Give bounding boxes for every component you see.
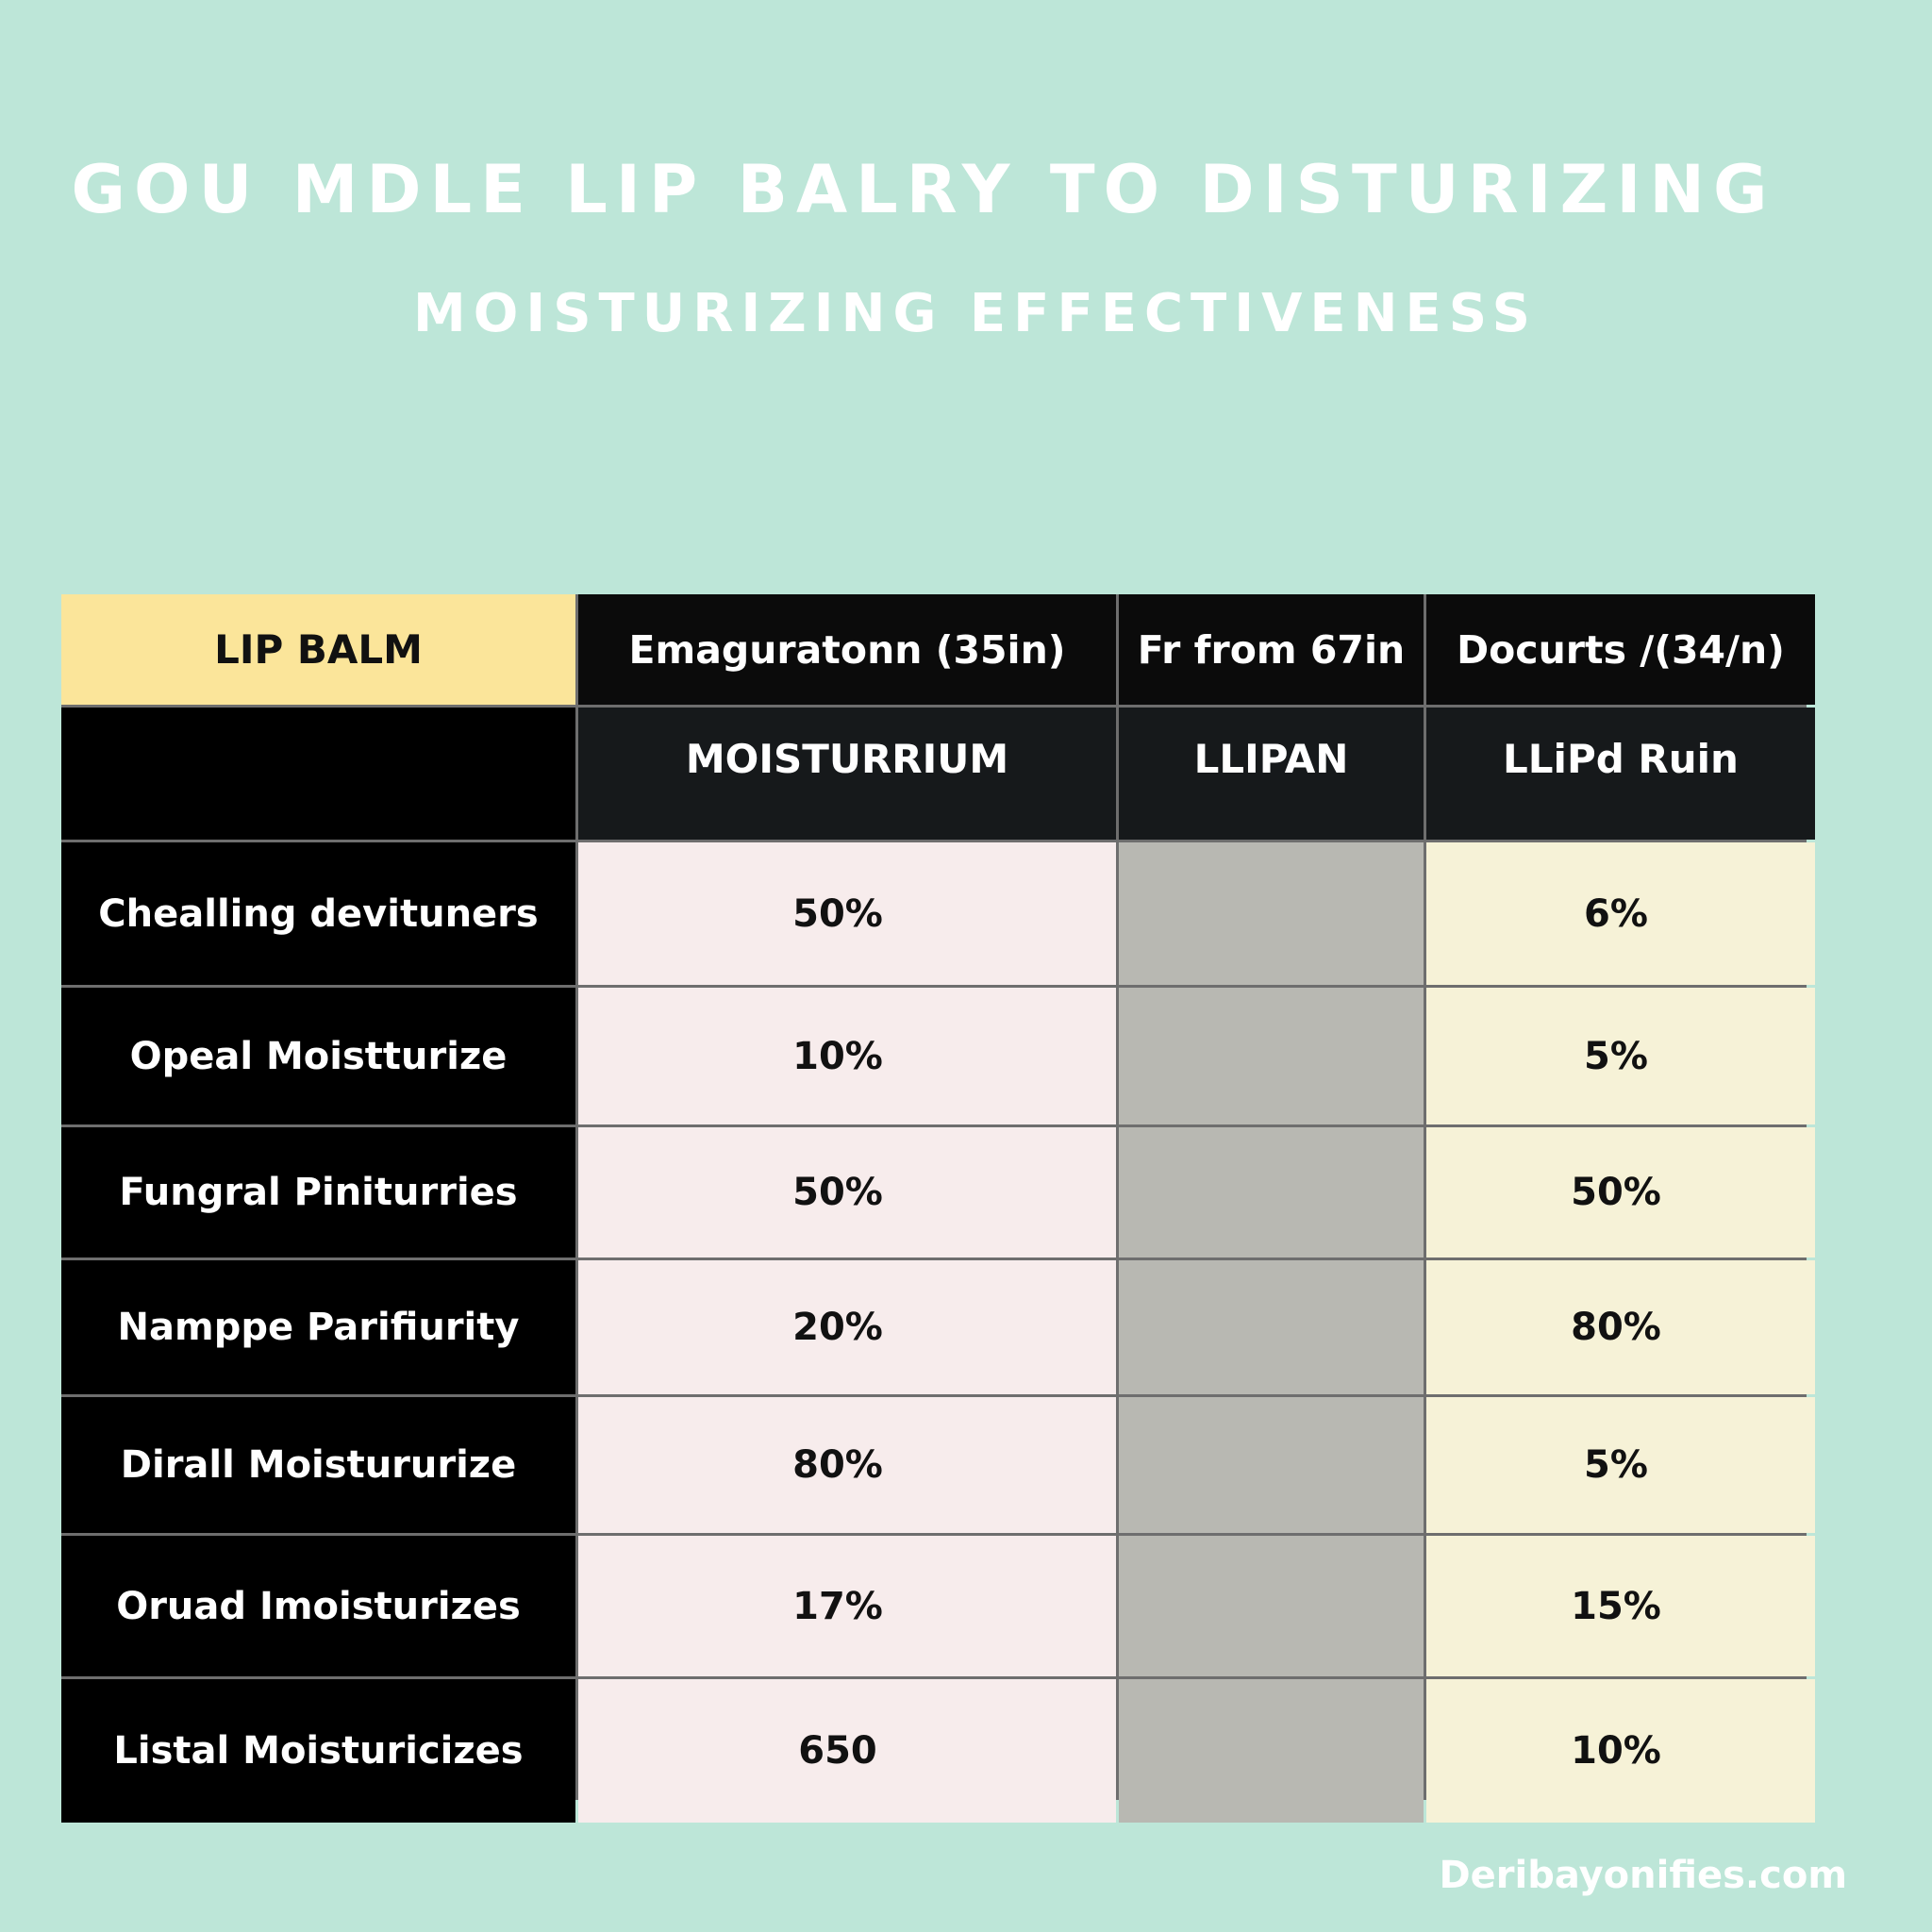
table-cell bbox=[1119, 988, 1424, 1124]
column-subheader-2: LLIPAN bbox=[1119, 708, 1424, 840]
table-cell: 80% bbox=[578, 1397, 1116, 1533]
column-header-1: Emaguratonn (35in) bbox=[578, 594, 1116, 705]
row-label: Oruad Imoisturizes bbox=[61, 1536, 575, 1676]
table-cell bbox=[1119, 842, 1424, 985]
table-cell: 5% bbox=[1426, 1397, 1815, 1533]
row-label: Listal Moisturicizes bbox=[61, 1679, 575, 1823]
table-cell: 20% bbox=[578, 1260, 1116, 1394]
subheader-blank bbox=[61, 708, 575, 840]
footer-website: Deribayonifies.com bbox=[1439, 1854, 1847, 1897]
table-cell: 15% bbox=[1426, 1536, 1815, 1676]
column-subheader-3: LLiPd Ruin bbox=[1426, 708, 1815, 840]
page-subtitle: MOISTURIZING EFFECTIVENESS bbox=[413, 283, 1538, 344]
table-cell: 6% bbox=[1426, 842, 1815, 985]
table-cell bbox=[1119, 1679, 1424, 1823]
row-label: Dirall Moistururiz​e bbox=[61, 1397, 575, 1533]
table-cell bbox=[1119, 1260, 1424, 1394]
column-subheader-1: MOISTURRIUM bbox=[578, 708, 1116, 840]
table-cell bbox=[1119, 1127, 1424, 1257]
table-cell: 50% bbox=[578, 842, 1116, 985]
page-title: GOU MDLE LIP BALRY TO DISTURIZING bbox=[71, 151, 1776, 228]
table-corner-header: LIP BALM bbox=[61, 594, 575, 705]
table-cell: 10% bbox=[578, 988, 1116, 1124]
table-cell: 17% bbox=[578, 1536, 1116, 1676]
row-label: Opeal Moistturize bbox=[61, 988, 575, 1124]
row-label: Fungral Piniturries bbox=[61, 1127, 575, 1257]
column-header-2: Fr from 67in bbox=[1119, 594, 1424, 705]
table-cell: 80% bbox=[1426, 1260, 1815, 1394]
table-cell bbox=[1119, 1397, 1424, 1533]
column-header-3: Docurts /(34/n) bbox=[1426, 594, 1815, 705]
table-cell: 5% bbox=[1426, 988, 1815, 1124]
comparison-table: LIP BALM Emaguratonn (35in) Fr from 67in… bbox=[61, 594, 1815, 1823]
table-cell bbox=[1119, 1536, 1424, 1676]
row-label: Nampре Parifiurity bbox=[61, 1260, 575, 1394]
table-cell: 10% bbox=[1426, 1679, 1815, 1823]
table-cell: 50% bbox=[1426, 1127, 1815, 1257]
table-cell: 650 bbox=[578, 1679, 1116, 1823]
table-cell: 50% bbox=[578, 1127, 1116, 1257]
row-label: Chealling devituners bbox=[61, 842, 575, 985]
